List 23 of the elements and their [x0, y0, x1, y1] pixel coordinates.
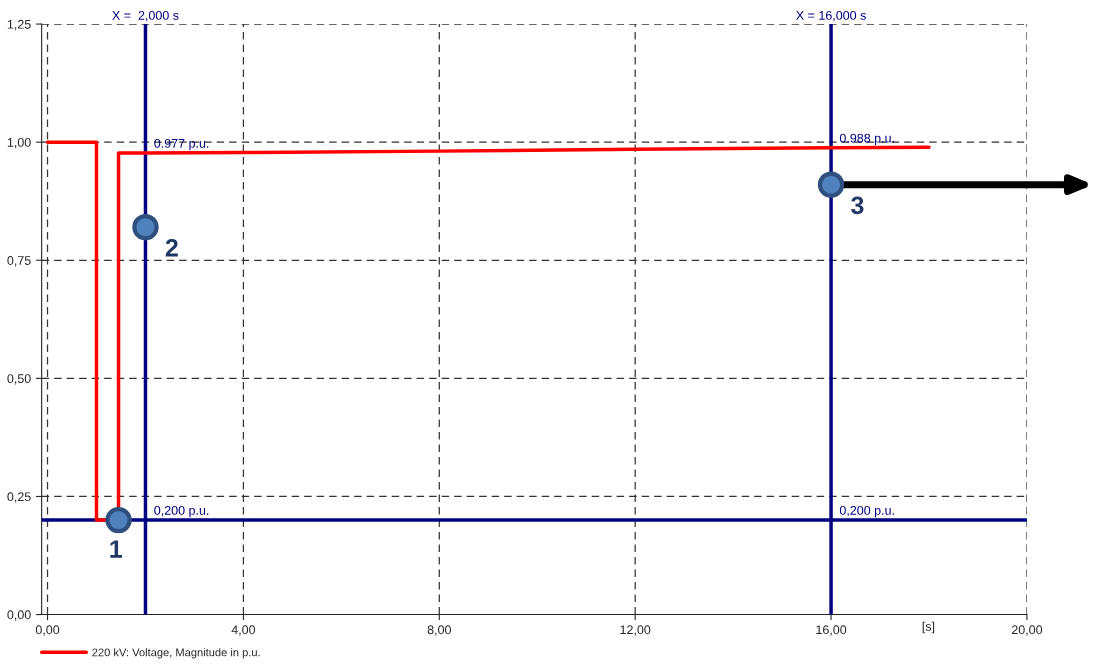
- y-tick-label: 1,00: [7, 137, 31, 149]
- annotation: 0.988 p.u.: [839, 133, 894, 146]
- legend-label: 220 kV: Voltage, Magnitude in p.u.: [92, 648, 260, 659]
- y-tick-label: 0,25: [7, 492, 31, 503]
- annotation: 0,200 p.u.: [839, 505, 894, 518]
- x-tick-label: 16,00: [816, 625, 847, 636]
- y-tick-label: 0,50: [7, 374, 31, 385]
- x-axis-title: [s]: [922, 621, 935, 634]
- annotation: 2: [165, 238, 178, 257]
- x-tick-label: 0,00: [35, 625, 60, 636]
- ref-line-label: X = 2,000 s: [112, 10, 179, 22]
- y-tick-label: 0,75: [7, 256, 31, 267]
- annotation: 3: [851, 196, 864, 215]
- y-tick-label: 0,00: [7, 610, 31, 621]
- y-tick-label: 1,25: [7, 19, 31, 31]
- ref-line-label: X = 16,000 s: [796, 10, 866, 22]
- annotation: 0.977 p.u.: [154, 138, 209, 151]
- x-tick-label: 12,00: [620, 625, 651, 636]
- annotation: 0,200 p.u.: [154, 505, 209, 518]
- annotation: 1: [110, 540, 123, 558]
- x-tick-label: 4,00: [231, 625, 256, 636]
- x-tick-label: 20,00: [1011, 625, 1043, 636]
- x-tick-label: 8,00: [427, 625, 451, 636]
